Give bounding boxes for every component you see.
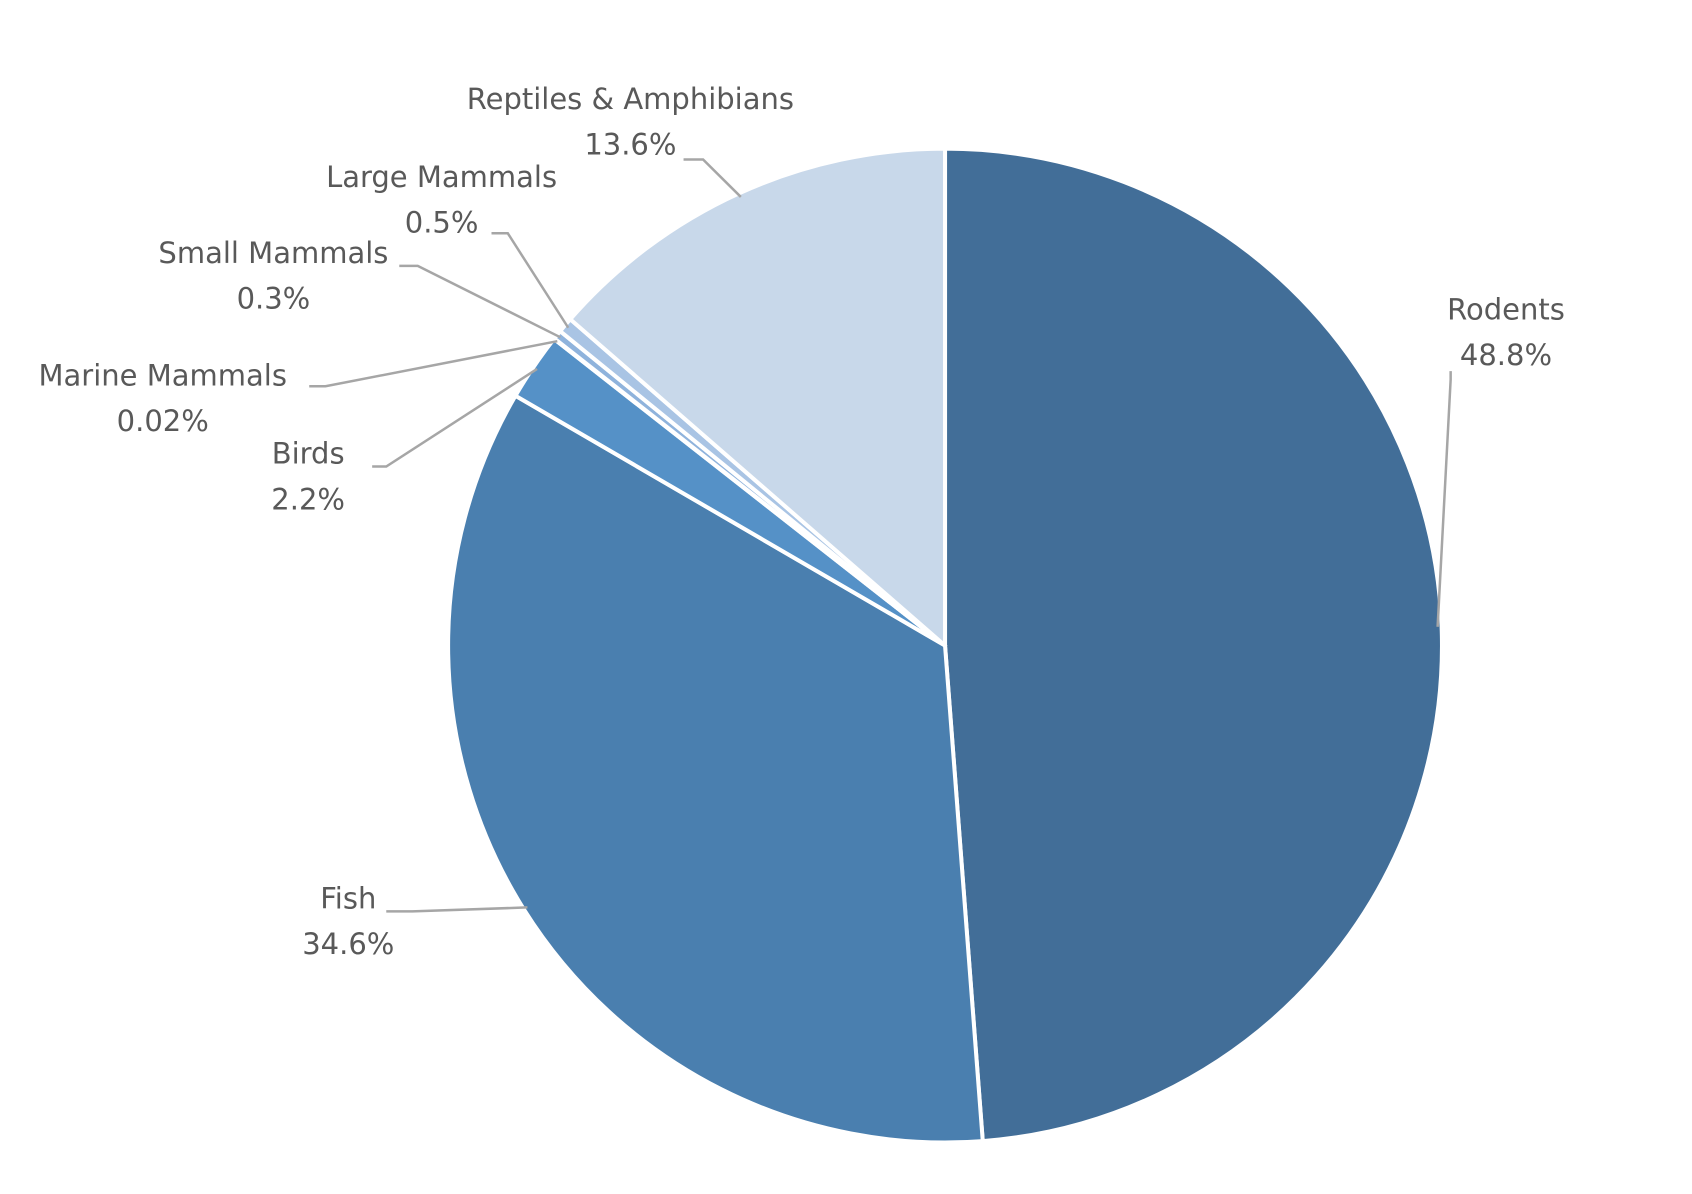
leader-line [491,232,570,329]
category-label: Marine Mammals [39,359,287,393]
pie-slice [446,393,985,1145]
value-label: 2.2% [271,482,345,516]
value-label: 0.02% [117,404,209,438]
category-label: Small Mammals [158,236,388,270]
leader-line [372,367,538,468]
leader-line [1436,371,1452,627]
leader-line [683,158,742,198]
category-label: Fish [320,882,376,916]
leader-line [386,906,528,913]
leader-line [309,339,558,388]
value-label: 48.8% [1460,338,1552,372]
pie-slice [568,146,948,648]
pie-slice [943,146,1444,1144]
category-label: Large Mammals [326,160,557,194]
category-label: Rodents [1447,292,1565,326]
value-label: 0.3% [237,282,311,316]
value-label: 0.5% [405,206,479,240]
category-label: Birds [272,437,345,471]
value-label: 34.6% [302,927,394,961]
category-label: Reptiles & Amphibians [467,82,794,116]
value-label: 13.6% [584,127,676,161]
leader-line [399,264,561,339]
